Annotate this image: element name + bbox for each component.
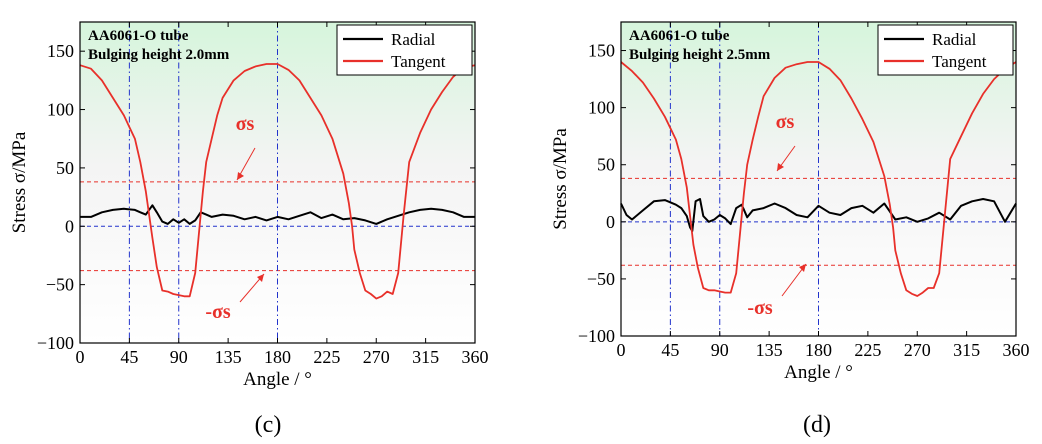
series-line-radial xyxy=(80,204,475,225)
annotation-arrowhead-negative xyxy=(799,264,806,272)
y-tick-label: 150 xyxy=(47,41,74,61)
x-tick-label: 360 xyxy=(462,347,489,367)
chart-title-line2: Bulging height 2.0mm xyxy=(88,47,230,63)
x-axis-label: Angle / ° xyxy=(243,369,312,390)
x-tick-label: 180 xyxy=(805,340,832,360)
annotation-sigma-s: σs xyxy=(776,111,795,133)
x-tick-label: 180 xyxy=(264,347,291,367)
annotation-arrowhead-positive xyxy=(777,163,784,171)
x-axis-label: Angle / ° xyxy=(784,362,853,383)
legend-label-radial: Radial xyxy=(391,30,436,49)
x-tick-label: 225 xyxy=(313,347,340,367)
x-tick-label: 90 xyxy=(711,340,729,360)
annotation-arrowhead-negative xyxy=(257,274,264,282)
x-tick-label: 45 xyxy=(120,347,138,367)
legend-box xyxy=(877,24,1014,76)
legend-box xyxy=(336,24,473,76)
annotation-sigma-s: σs xyxy=(236,113,255,135)
chart-panel-c: 0 45 90 135 180 225 270 315 360 −100 −50 0 50 100 150 A… xyxy=(9,21,489,438)
y-tick-label: 0 xyxy=(65,216,74,236)
x-tick-label: 225 xyxy=(854,340,881,360)
legend-label-radial: Radial xyxy=(932,30,977,49)
x-tick-label: 315 xyxy=(953,340,980,360)
chart-title-line1: AA6061-O tube xyxy=(629,28,730,44)
y-axis-label: Stress σ/MPa xyxy=(550,128,571,230)
chart-panel-d: 0 45 90 135 180 225 270 315 360 −100 −50 0 50 100 150 A… xyxy=(550,21,1030,438)
chart-title-line2: Bulging height 2.5mm xyxy=(629,47,771,63)
x-tick-label: 90 xyxy=(170,347,188,367)
annotation-minus-sigma-s: -σs xyxy=(205,301,231,323)
y-tick-label: 0 xyxy=(606,212,615,232)
series-line-tangent xyxy=(79,63,476,300)
x-tick-label: 360 xyxy=(1003,340,1030,360)
x-tick-label: 270 xyxy=(363,347,390,367)
series-line-tangent xyxy=(620,61,1017,297)
y-tick-label: 100 xyxy=(588,98,615,118)
y-tick-label: 150 xyxy=(588,41,615,61)
series-line-radial xyxy=(620,198,1017,232)
x-tick-label: 0 xyxy=(617,340,626,360)
y-tick-label: −50 xyxy=(587,269,615,289)
x-tick-label: 0 xyxy=(76,347,85,367)
legend-label-tangent: Tangent xyxy=(932,52,987,71)
y-tick-label: 50 xyxy=(56,158,74,178)
x-tick-label: 270 xyxy=(904,340,931,360)
y-tick-label: −100 xyxy=(37,333,74,353)
y-tick-label: −50 xyxy=(46,275,74,295)
y-tick-label: 50 xyxy=(597,155,615,175)
x-tick-label: 45 xyxy=(661,340,679,360)
annotation-minus-sigma-s: -σs xyxy=(747,297,773,319)
y-tick-label: −100 xyxy=(578,326,615,346)
x-tick-label: 135 xyxy=(756,340,783,360)
x-tick-label: 315 xyxy=(412,347,439,367)
y-axis-label: Stress σ/MPa xyxy=(9,131,30,233)
chart-title-line1: AA6061-O tube xyxy=(88,28,189,44)
y-tick-label: 100 xyxy=(47,100,74,120)
panel-label: (d) xyxy=(803,412,831,438)
x-tick-label: 135 xyxy=(215,347,242,367)
annotation-arrowhead-positive xyxy=(237,172,244,180)
legend-label-tangent: Tangent xyxy=(391,52,446,71)
panel-label: (c) xyxy=(255,412,282,438)
